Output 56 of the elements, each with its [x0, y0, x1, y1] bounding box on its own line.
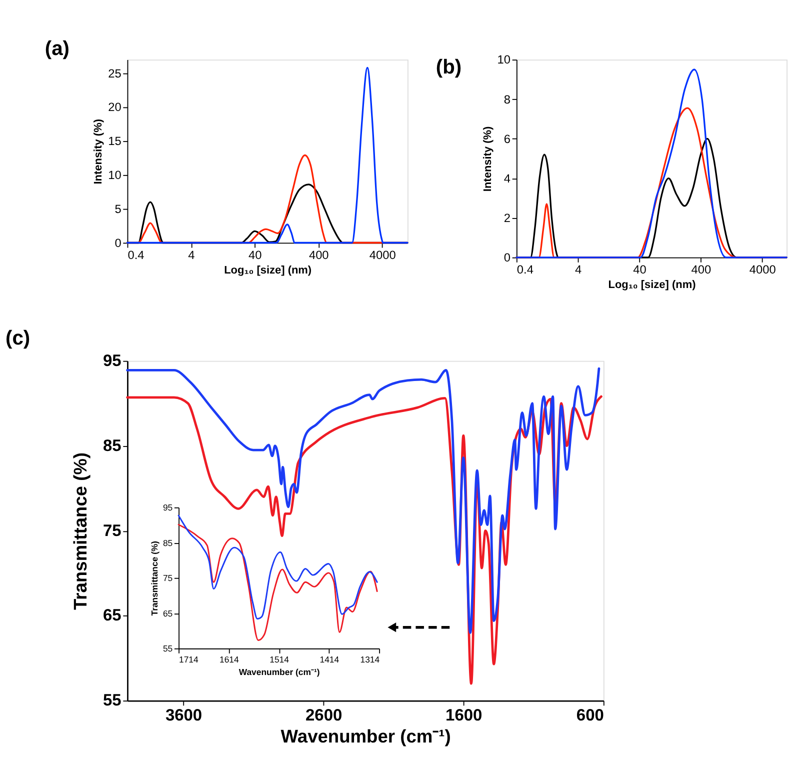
y-tick-label: 85 [103, 436, 122, 455]
line-series [126, 395, 602, 685]
x-tick-label: 4000 [749, 262, 776, 276]
x-axis-title: Log₁₀ [size] (nm) [224, 264, 312, 276]
y-tick-label: 95 [162, 502, 173, 513]
x-tick-label: 1514 [270, 654, 290, 665]
x-tick-label: 1714 [179, 654, 199, 665]
x-tick-label: 4 [188, 248, 196, 262]
x-tick-label: 0.4 [516, 262, 534, 276]
x-tick-label: 1314 [360, 654, 380, 665]
y-tick-label: 20 [108, 100, 122, 114]
y-axis-title: Transmittance (%) [149, 540, 160, 616]
y-tick-label: 2 [504, 210, 511, 225]
y-tick-label: 4 [504, 171, 511, 186]
y-tick-label: 5 [114, 202, 122, 216]
y-tick-label: 25 [108, 66, 122, 80]
y-axis-title: Intensity (%) [482, 126, 494, 192]
y-tick-label: 15 [108, 134, 122, 148]
x-tick-label: 4 [575, 262, 582, 276]
line-series [178, 524, 378, 642]
chart-title: (a) [44, 38, 70, 60]
chart-title: (b) [436, 56, 462, 78]
y-tick-label: 75 [103, 522, 122, 540]
y-tick-label: 95 [103, 352, 122, 370]
y-tick-label: 55 [162, 644, 173, 654]
x-tick-label: 4000 [369, 248, 396, 262]
x-tick-label: 1414 [320, 654, 340, 665]
y-tick-label: 0 [114, 236, 122, 250]
x-tick-label: 3600 [165, 706, 202, 724]
x-axis-title: Log₁₀ [size] (nm) [608, 279, 696, 292]
y-tick-label: 65 [103, 606, 122, 625]
y-tick-label: 55 [103, 692, 122, 710]
y-tick-label: 10 [108, 168, 122, 182]
x-tick-label: 40 [248, 248, 262, 262]
x-tick-label: 2600 [305, 706, 342, 724]
x-tick-label: 1614 [219, 654, 239, 665]
line-series [126, 367, 600, 634]
y-axis-title: Transmittance (%) [70, 452, 91, 610]
x-axis-title: Wavenumber (cm⁻¹) [280, 725, 451, 746]
x-tick-label: 400 [691, 262, 712, 276]
x-tick-label: 400 [308, 248, 330, 262]
x-tick-label: 0.4 [128, 248, 145, 262]
y-tick-label: 85 [162, 538, 173, 548]
y-tick-label: 75 [162, 573, 173, 584]
y-tick-label: 8 [504, 92, 511, 106]
y-tick-label: 0 [504, 250, 511, 265]
y-tick-label: 10 [497, 52, 511, 67]
chart-title: (c) [5, 327, 30, 350]
line-series [178, 514, 378, 620]
y-tick-label: 6 [504, 132, 511, 146]
x-axis-title: Wavenumber (cm⁻¹) [238, 666, 320, 677]
x-tick-label: 40 [633, 262, 647, 276]
x-tick-label: 1600 [446, 706, 482, 724]
y-axis-title: Intensity (%) [92, 118, 105, 184]
y-tick-label: 65 [162, 608, 173, 618]
x-tick-label: 600 [576, 706, 604, 724]
